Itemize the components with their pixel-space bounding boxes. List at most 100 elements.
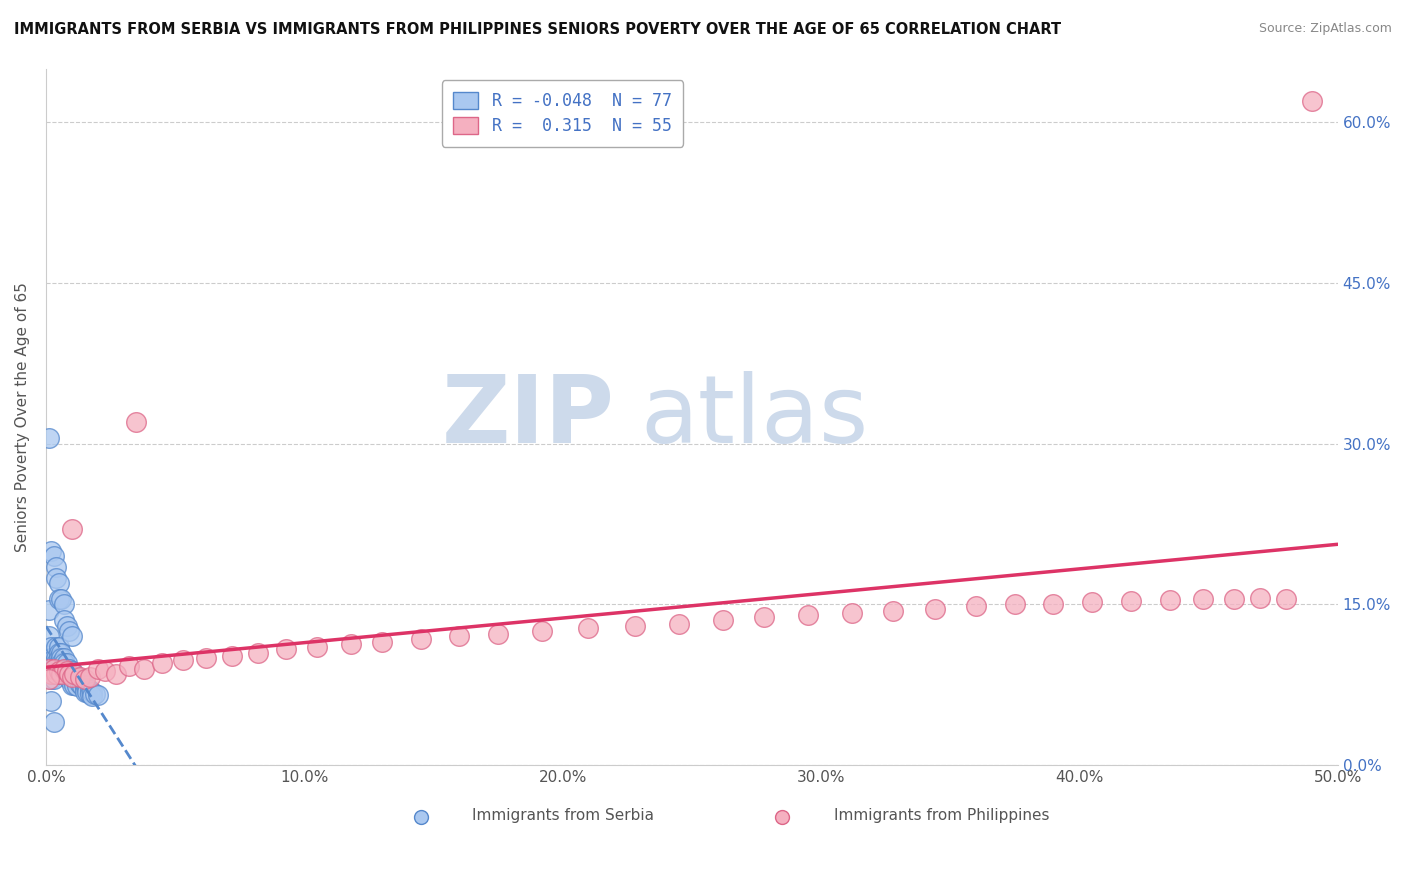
Point (486, 627, 509, 641)
Point (51, 667, 73, 681)
Point (73, 681, 96, 695)
Legend: R = -0.048  N = 77, R =  0.315  N = 55: R = -0.048 N = 77, R = 0.315 N = 55 (441, 80, 683, 146)
Point (39, 651, 62, 665)
Point (60, 629, 83, 643)
Point (63, 678, 86, 692)
Point (53, 667, 76, 681)
Point (409, 632, 432, 646)
Point (752, 610, 775, 624)
Point (53, 662, 76, 676)
Point (66, 670, 89, 684)
Point (58, 662, 80, 676)
Point (51, 662, 73, 676)
Point (39, 662, 62, 676)
Point (48, 662, 70, 676)
Point (39, 543, 62, 558)
Point (79, 687, 101, 701)
Y-axis label: Seniors Poverty Over the Age of 65: Seniors Poverty Over the Age of 65 (15, 282, 30, 552)
Point (45, 667, 67, 681)
Point (70, 674, 93, 689)
Point (58, 624, 80, 638)
Point (1223, 591, 1246, 606)
Point (45, 651, 67, 665)
Point (53, 613, 76, 627)
Point (55, 618, 77, 632)
Point (63, 673, 86, 687)
Point (82, 690, 104, 704)
Point (51, 646, 73, 660)
Point (841, 606, 863, 620)
Point (60, 522, 83, 536)
Point (45, 570, 67, 584)
Point (104, 667, 127, 681)
Point (1249, 591, 1271, 605)
Point (73, 673, 96, 687)
Point (48, 651, 70, 665)
Point (58, 673, 80, 687)
Text: Immigrants from Serbia: Immigrants from Serbia (472, 807, 654, 822)
Point (578, 621, 600, 635)
Point (79, 670, 101, 684)
Point (449, 629, 471, 643)
Point (53, 662, 76, 676)
Point (63, 667, 86, 681)
Point (63, 667, 86, 681)
Point (76, 681, 98, 695)
Point (1301, 94, 1323, 108)
Point (307, 640, 329, 655)
Text: Source: ZipAtlas.com: Source: ZipAtlas.com (1258, 22, 1392, 36)
Point (82, 685, 104, 699)
Point (51, 657, 73, 671)
Point (55, 664, 77, 678)
Point (42, 549, 65, 563)
Point (797, 607, 820, 622)
Point (94, 664, 117, 678)
Point (39, 667, 62, 681)
Point (39, 640, 62, 655)
Point (340, 637, 363, 651)
Point (39, 694, 62, 708)
Point (117, 659, 139, 673)
Point (48, 667, 70, 681)
Point (45, 640, 67, 655)
Point (86, 689, 108, 703)
Point (924, 601, 946, 615)
Point (246, 646, 269, 660)
Point (1192, 591, 1215, 606)
Point (66, 679, 89, 693)
Point (60, 670, 83, 684)
Point (42, 662, 65, 676)
Point (45, 662, 67, 676)
Point (1119, 594, 1142, 608)
Point (1081, 595, 1104, 609)
Point (86, 662, 108, 676)
Point (42, 667, 65, 681)
Point (73, 685, 96, 699)
Point (371, 635, 394, 649)
Point (42, 657, 65, 671)
Point (60, 667, 83, 681)
Point (60, 664, 83, 678)
Text: ZIP: ZIP (441, 371, 614, 463)
Point (58, 667, 80, 681)
Point (48, 646, 70, 660)
Point (276, 642, 298, 657)
Point (60, 678, 83, 692)
Point (38, 673, 60, 687)
Point (45, 657, 67, 671)
Point (711, 613, 734, 627)
Point (38, 662, 60, 676)
Point (45, 667, 67, 681)
Text: Immigrants from Philippines: Immigrants from Philippines (834, 807, 1049, 822)
Point (38, 431, 60, 445)
Point (51, 651, 73, 665)
Point (39, 673, 62, 687)
Point (1159, 593, 1181, 607)
Point (58, 667, 80, 681)
Point (965, 599, 987, 614)
Point (55, 667, 77, 681)
Point (530, 624, 553, 638)
Point (45, 559, 67, 574)
Point (55, 657, 77, 671)
Point (69, 673, 91, 687)
